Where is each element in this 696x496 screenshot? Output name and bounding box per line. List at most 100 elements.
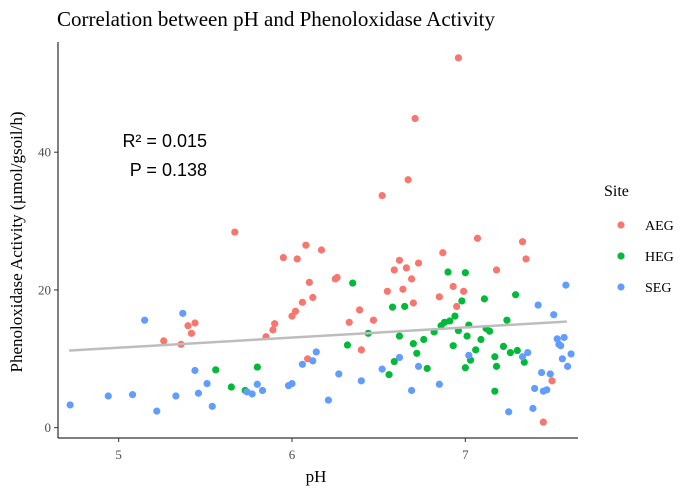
point-aeg bbox=[231, 228, 239, 236]
point-aeg bbox=[356, 306, 364, 314]
point-seg bbox=[524, 349, 532, 357]
point-seg bbox=[529, 404, 537, 412]
point-seg bbox=[395, 353, 404, 362]
point-aeg bbox=[395, 256, 404, 264]
point-seg bbox=[553, 335, 561, 343]
point-heg bbox=[385, 371, 393, 379]
point-aeg bbox=[345, 318, 353, 326]
point-seg bbox=[153, 407, 161, 415]
point-heg bbox=[401, 302, 409, 311]
point-heg bbox=[349, 279, 357, 287]
point-heg bbox=[499, 342, 508, 351]
point-heg bbox=[491, 387, 499, 395]
point-aeg bbox=[291, 307, 300, 315]
point-aeg bbox=[460, 287, 468, 295]
y-tick-label: 40 bbox=[38, 145, 51, 160]
point-seg bbox=[208, 402, 216, 410]
r-squared-annotation: R² = 0.015 bbox=[122, 131, 207, 151]
point-seg bbox=[414, 362, 423, 370]
point-seg bbox=[104, 392, 112, 400]
point-seg bbox=[335, 370, 343, 378]
point-aeg bbox=[539, 418, 547, 426]
point-seg bbox=[248, 390, 256, 398]
point-aeg bbox=[357, 346, 365, 354]
point-heg bbox=[253, 363, 261, 371]
point-aeg bbox=[454, 54, 462, 62]
point-seg bbox=[312, 348, 320, 356]
point-aeg bbox=[414, 259, 423, 267]
point-heg bbox=[520, 358, 528, 366]
axis-ticks: 5 6 7 0 20 40 bbox=[38, 145, 469, 462]
point-aeg bbox=[271, 320, 279, 328]
point-seg bbox=[194, 389, 202, 397]
data-points bbox=[66, 54, 575, 426]
p-value-annotation: P = 0.138 bbox=[130, 160, 207, 180]
point-seg bbox=[562, 281, 570, 289]
point-seg bbox=[546, 370, 554, 378]
legend-key-aeg bbox=[617, 221, 625, 229]
legend-label-aeg: AEG bbox=[645, 219, 674, 234]
point-seg bbox=[309, 357, 317, 365]
trend-line bbox=[68, 320, 568, 352]
point-heg bbox=[513, 346, 521, 355]
point-aeg bbox=[378, 191, 386, 200]
point-heg bbox=[491, 353, 499, 361]
point-aeg bbox=[187, 329, 196, 337]
point-heg bbox=[486, 327, 494, 335]
point-aeg bbox=[411, 114, 419, 123]
point-seg bbox=[557, 342, 565, 350]
point-aeg bbox=[317, 246, 326, 254]
point-aeg bbox=[191, 319, 199, 327]
point-seg bbox=[408, 386, 416, 395]
point-seg bbox=[203, 379, 211, 388]
x-tick-label: 7 bbox=[462, 447, 469, 462]
legend-key-heg bbox=[617, 252, 625, 260]
point-seg bbox=[564, 362, 572, 370]
point-aeg bbox=[492, 266, 501, 274]
chart-title: Correlation between pH and Phenoloxidase… bbox=[57, 7, 495, 31]
point-seg bbox=[534, 301, 542, 309]
point-heg bbox=[420, 335, 428, 344]
point-heg bbox=[395, 332, 404, 340]
point-seg bbox=[538, 368, 546, 377]
legend: Site AEG HEG SEG bbox=[604, 183, 674, 296]
point-seg bbox=[567, 350, 575, 358]
point-seg bbox=[505, 408, 513, 416]
point-seg bbox=[258, 386, 267, 395]
point-seg bbox=[531, 384, 539, 393]
point-seg bbox=[518, 353, 527, 361]
point-heg bbox=[413, 349, 421, 357]
point-seg bbox=[141, 316, 149, 324]
point-aeg bbox=[399, 285, 407, 293]
point-aeg bbox=[548, 377, 556, 385]
point-heg bbox=[390, 357, 398, 366]
plot-panel: 5 6 7 0 20 40 R² = 0.015 P = 0.138 bbox=[38, 42, 578, 462]
point-aeg bbox=[408, 275, 416, 283]
point-aeg bbox=[404, 176, 412, 184]
point-seg bbox=[298, 360, 306, 368]
point-aeg bbox=[449, 282, 457, 291]
point-aeg bbox=[184, 322, 192, 330]
point-heg bbox=[480, 295, 488, 303]
legend-key-seg bbox=[617, 283, 625, 291]
y-tick-label: 20 bbox=[38, 282, 51, 297]
x-tick-label: 6 bbox=[289, 447, 296, 462]
point-aeg bbox=[473, 234, 482, 242]
point-seg bbox=[357, 377, 365, 385]
legend-title: Site bbox=[604, 183, 629, 200]
point-aeg bbox=[160, 337, 168, 345]
point-aeg bbox=[518, 238, 527, 246]
point-heg bbox=[212, 366, 220, 374]
point-seg bbox=[324, 396, 332, 404]
point-seg bbox=[288, 379, 296, 388]
point-heg bbox=[492, 362, 501, 370]
point-seg bbox=[378, 365, 386, 373]
point-heg bbox=[343, 341, 352, 349]
point-heg bbox=[449, 342, 457, 350]
point-aeg bbox=[522, 255, 530, 263]
x-axis-title: pH bbox=[306, 467, 327, 486]
point-aeg bbox=[279, 253, 287, 262]
point-heg bbox=[227, 383, 235, 391]
point-heg bbox=[388, 303, 397, 311]
point-seg bbox=[128, 391, 137, 399]
